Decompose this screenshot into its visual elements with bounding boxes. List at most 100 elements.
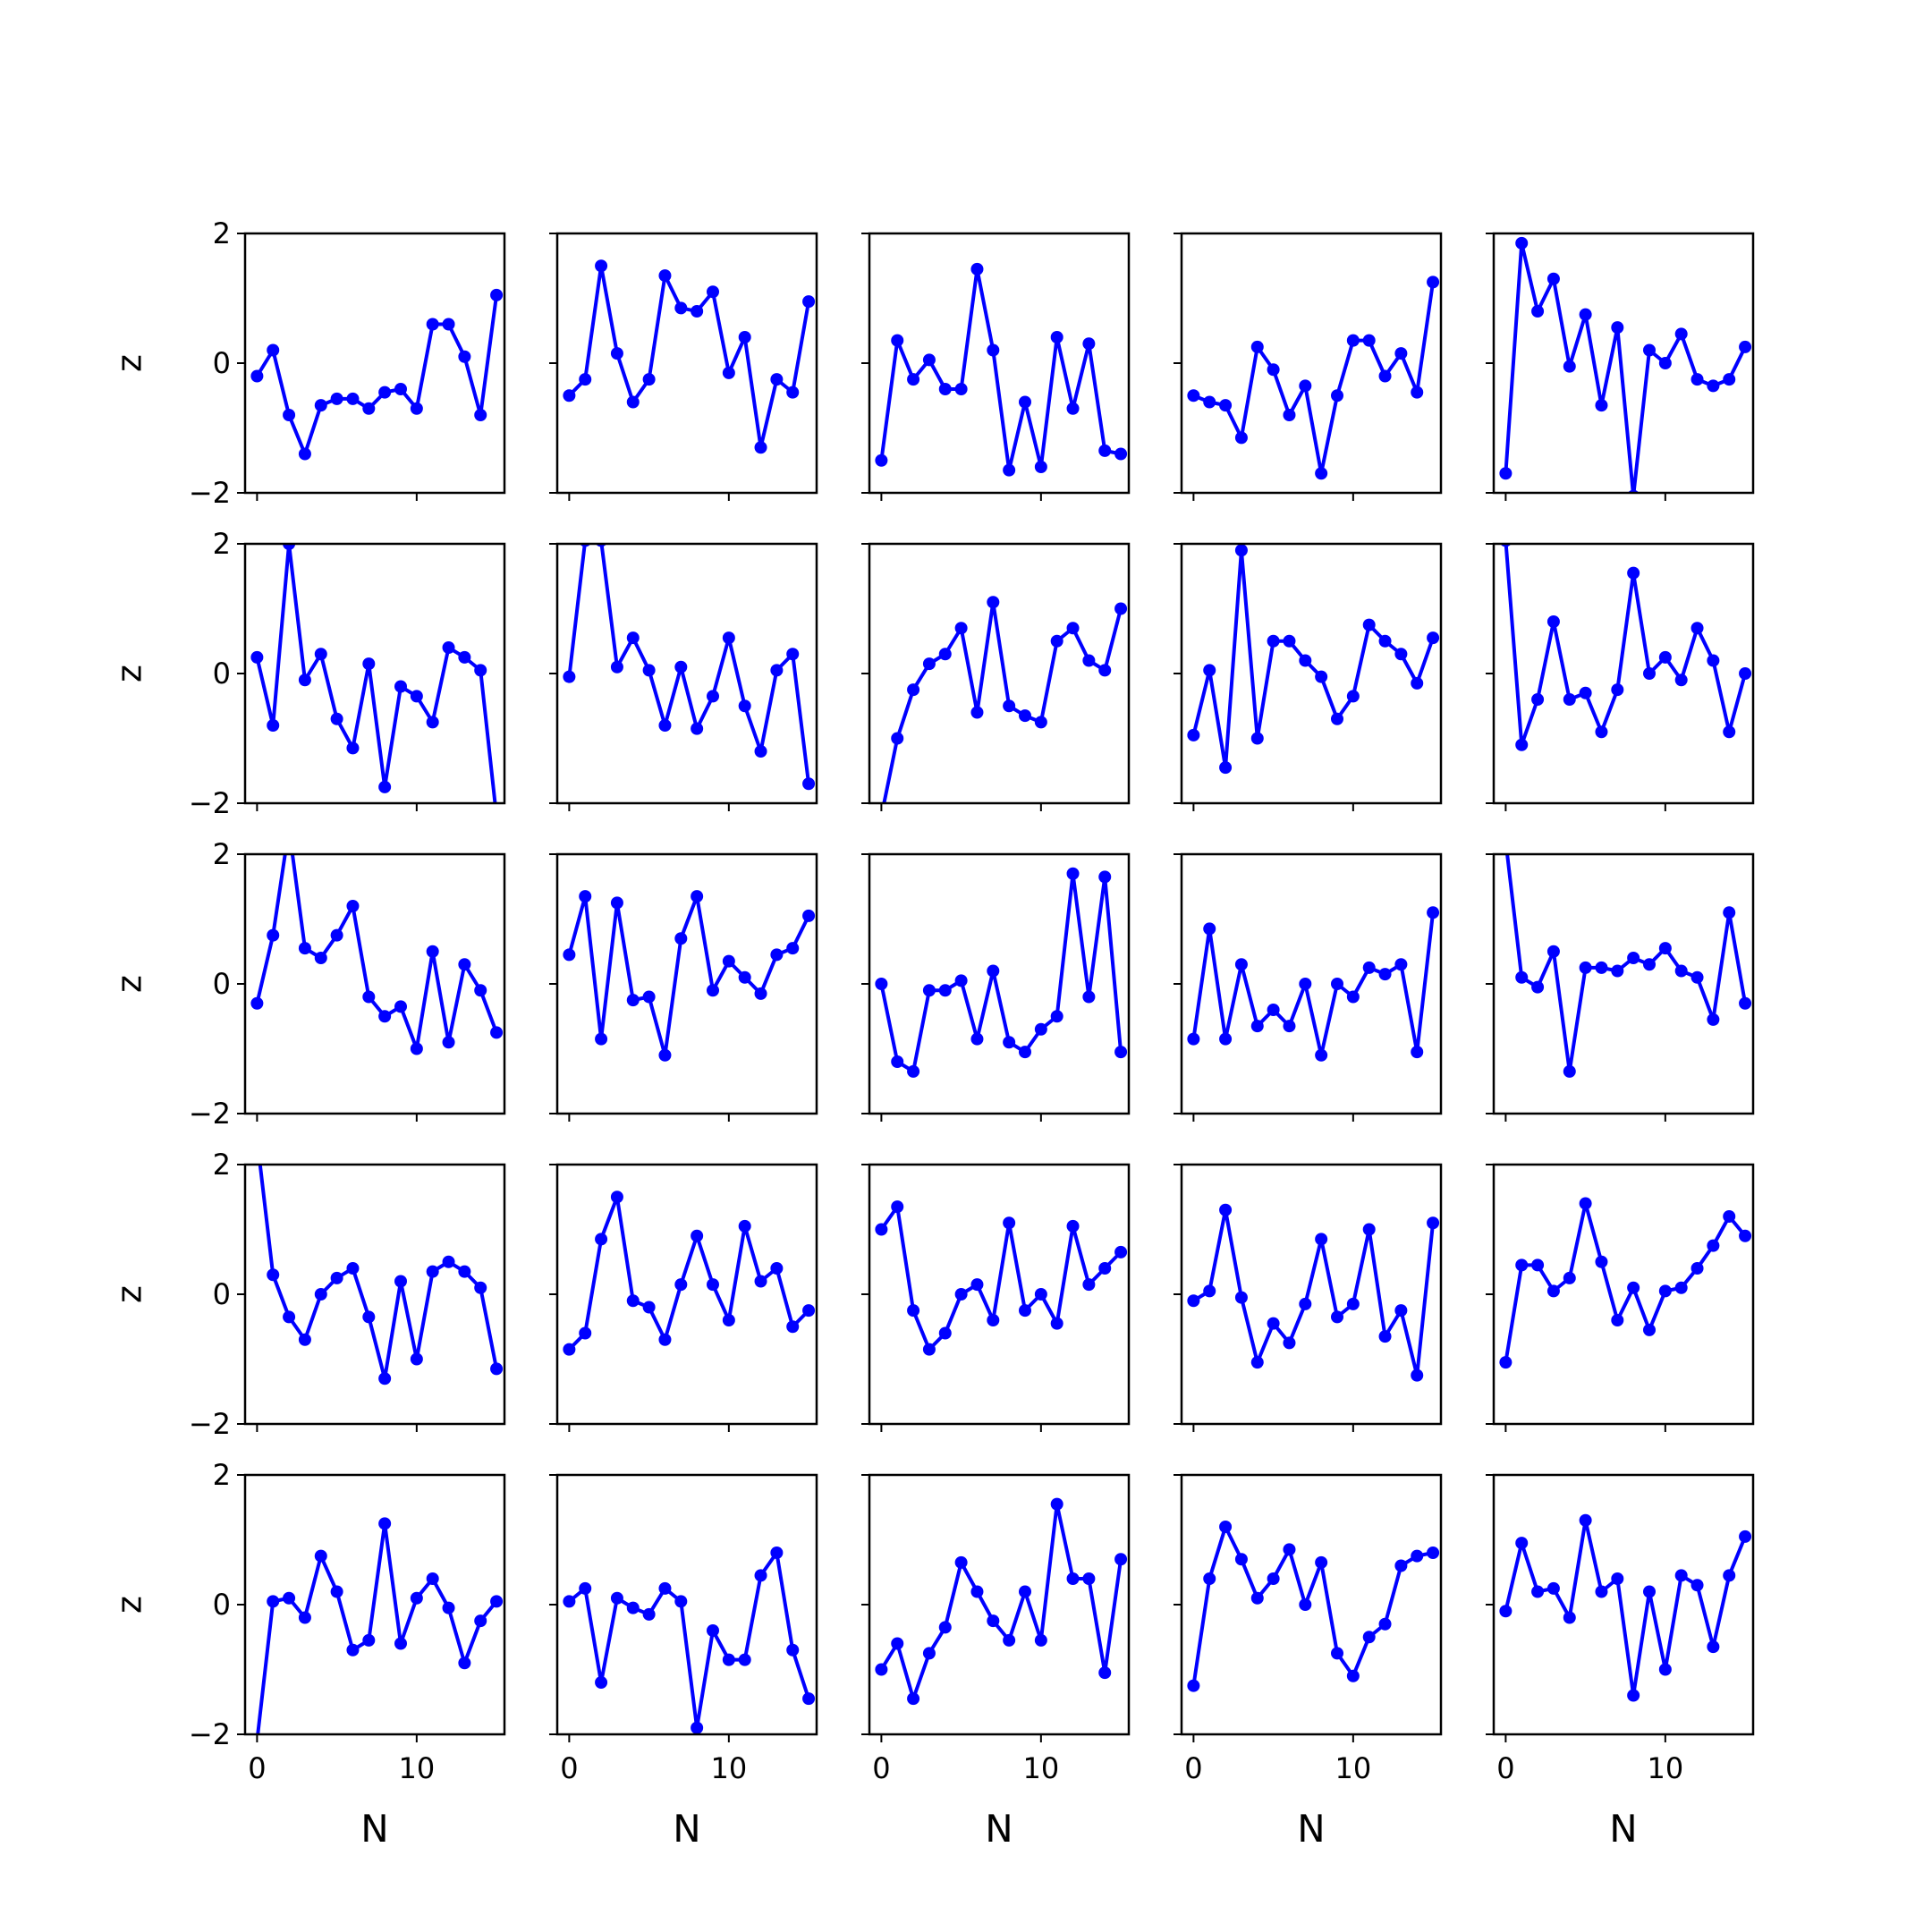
- data-point: [1187, 389, 1200, 402]
- data-point: [330, 392, 343, 405]
- data-point: [1315, 1555, 1328, 1569]
- series-line: [1192, 282, 1436, 476]
- data-point: [1643, 667, 1656, 680]
- data-point: [1394, 347, 1408, 360]
- data-point: [1234, 544, 1248, 557]
- data-point: [1346, 1297, 1360, 1310]
- data-point: [1595, 399, 1608, 412]
- y-tick-label: −2: [189, 1717, 231, 1751]
- data-point: [1595, 1255, 1608, 1268]
- data-point: [707, 1278, 719, 1292]
- data-point: [707, 1624, 719, 1637]
- data-point: [1082, 337, 1096, 351]
- data-point: [346, 900, 360, 912]
- data-point: [1234, 958, 1248, 971]
- x-axis-label: N: [360, 1807, 388, 1851]
- data-point: [1283, 634, 1296, 648]
- data-point: [410, 402, 423, 415]
- series-line: [1192, 1208, 1436, 1377]
- data-point: [595, 1676, 608, 1689]
- data-point: [298, 447, 311, 461]
- subplot-3-2: [549, 852, 818, 1122]
- y-axis-label: z: [109, 354, 148, 372]
- data-point: [954, 383, 968, 395]
- x-axis-label: N: [673, 1807, 700, 1851]
- series-line: [1504, 544, 1748, 747]
- series-group: [563, 1191, 816, 1356]
- data-point: [1267, 1004, 1280, 1016]
- data-point: [1427, 1546, 1440, 1559]
- data-point: [580, 544, 591, 547]
- data-point: [691, 305, 704, 318]
- data-point: [346, 1643, 360, 1657]
- data-point: [1250, 732, 1264, 745]
- data-point: [987, 964, 1000, 978]
- subplot-2-3: [861, 542, 1131, 811]
- data-point: [875, 1663, 888, 1676]
- data-point: [442, 1036, 455, 1049]
- subplot-4-3: [861, 1163, 1131, 1432]
- data-point: [1019, 1585, 1031, 1598]
- series-line: [256, 1521, 498, 1734]
- data-point: [658, 1333, 672, 1346]
- data-point: [1394, 648, 1408, 661]
- data-point: [267, 343, 280, 357]
- data-point: [891, 1055, 904, 1068]
- subplot-1-3: [861, 232, 1131, 501]
- data-point: [1707, 379, 1720, 393]
- data-point: [1546, 1284, 1560, 1298]
- axes-frame: [1492, 1473, 1755, 1736]
- series-line: [879, 871, 1123, 1073]
- data-point: [250, 650, 264, 664]
- series-group: [256, 1517, 504, 1734]
- data-point: [875, 978, 888, 990]
- data-point: [970, 1032, 984, 1046]
- series-group: [1187, 1521, 1440, 1692]
- data-point: [1499, 1605, 1513, 1618]
- y-tick-label: 0: [213, 967, 231, 1001]
- data-point: [922, 984, 936, 997]
- data-point: [642, 990, 656, 1004]
- data-point: [1499, 835, 1512, 848]
- data-point: [267, 719, 280, 732]
- data-point: [642, 373, 656, 386]
- data-point: [250, 1132, 263, 1145]
- data-point: [970, 706, 984, 719]
- data-point: [563, 1595, 576, 1608]
- data-point: [283, 1591, 296, 1605]
- data-point: [378, 386, 392, 399]
- data-point: [891, 1637, 904, 1650]
- series-line: [567, 544, 811, 784]
- data-point: [314, 399, 327, 412]
- data-point: [283, 544, 296, 550]
- data-point: [314, 1549, 327, 1563]
- data-point: [642, 1607, 656, 1621]
- data-point: [707, 285, 719, 299]
- axes-frame: [555, 1163, 818, 1426]
- series-line: [1191, 548, 1435, 770]
- data-point: [1019, 395, 1031, 409]
- data-point: [394, 1275, 407, 1288]
- data-point: [658, 1048, 672, 1062]
- data-point: [426, 716, 439, 729]
- series-line: [568, 1551, 810, 1730]
- data-point: [786, 648, 800, 661]
- series-line: [567, 1195, 810, 1352]
- series-line: [258, 1165, 499, 1381]
- data-point: [1114, 1553, 1128, 1566]
- data-point: [579, 373, 592, 386]
- series-line: [879, 267, 1122, 472]
- data-point: [1723, 1210, 1736, 1223]
- data-point: [1267, 1572, 1280, 1585]
- data-point: [314, 1288, 327, 1301]
- data-point: [1658, 942, 1672, 955]
- data-point: [1515, 738, 1529, 751]
- y-tick-label: 0: [213, 1277, 231, 1311]
- data-point: [1627, 1281, 1640, 1294]
- data-point: [410, 1591, 423, 1605]
- data-point: [1643, 343, 1656, 357]
- data-point: [1299, 654, 1312, 667]
- data-point: [1283, 1336, 1296, 1350]
- series-line: [567, 264, 811, 450]
- axes-frame: [1492, 232, 1755, 495]
